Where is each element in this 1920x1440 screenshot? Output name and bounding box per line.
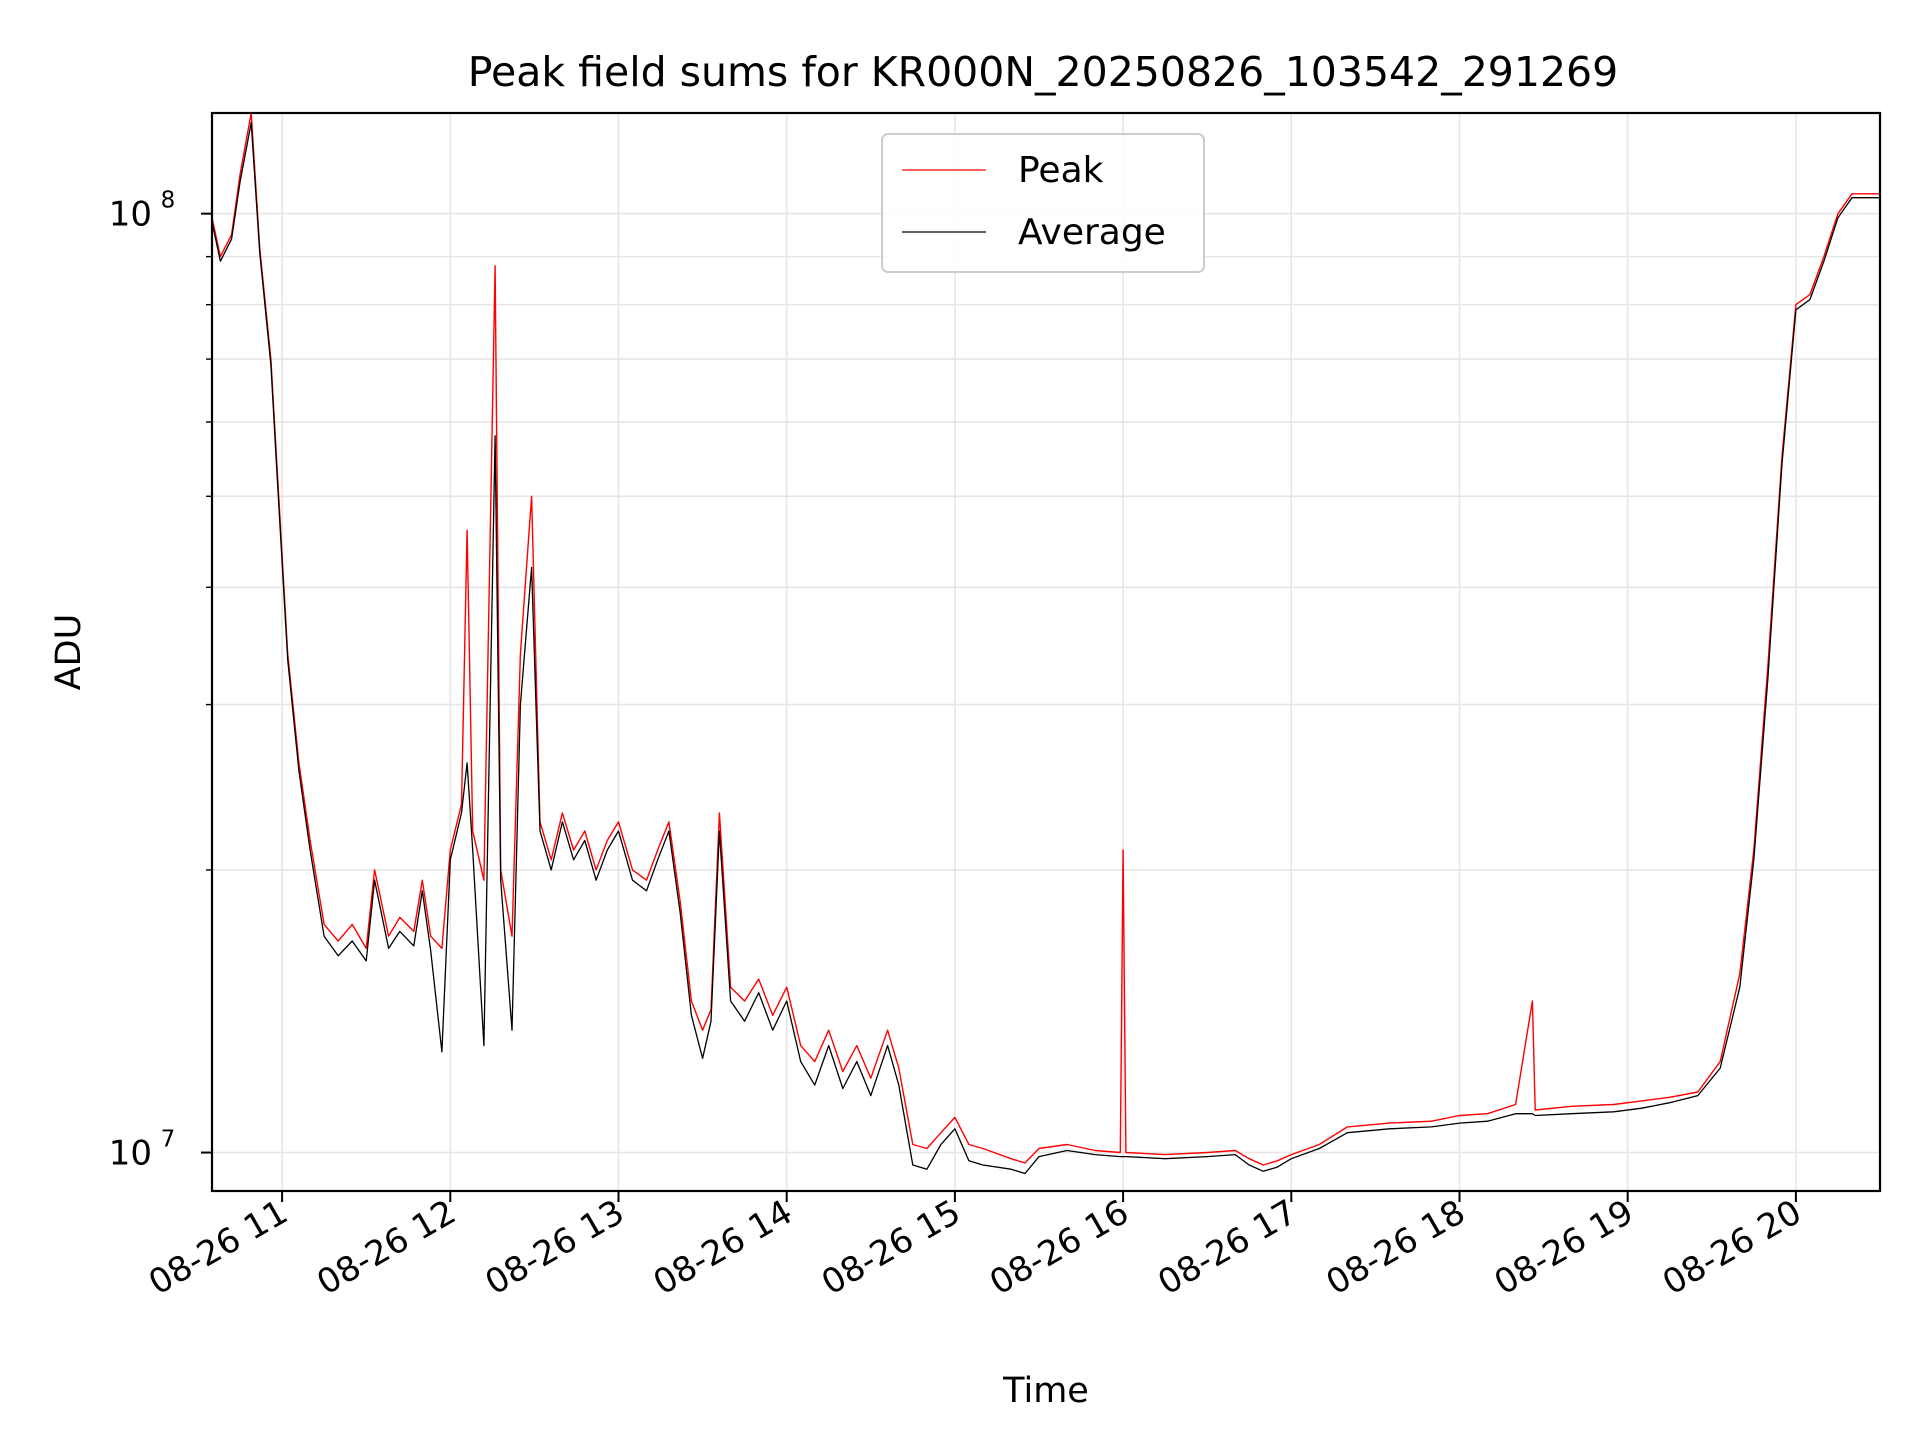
series-lines — [211, 112, 1880, 1175]
legend-box — [881, 133, 1205, 273]
y-ticks: 10 7 10 8 — [109, 188, 212, 1174]
series-line-average — [211, 122, 1880, 1175]
y-tick-label: 10 — [109, 195, 152, 235]
legend-label-peak: Peak — [1018, 150, 1104, 191]
legend: Peak Average — [881, 133, 1205, 273]
series-line-peak — [211, 112, 1880, 1166]
plot-frame — [210, 111, 1882, 1193]
y-tick-label: 10 — [109, 1134, 152, 1174]
legend-label-average: Average — [1018, 212, 1166, 253]
y-tick-exponent: 8 — [161, 188, 176, 214]
chart-title: Peak field sums for KR000N_20250826_1035… — [468, 48, 1618, 96]
y-axis-label: ADU — [49, 614, 89, 691]
x-axis-label: Time — [1002, 1371, 1089, 1411]
y-tick-exponent: 7 — [161, 1127, 176, 1153]
